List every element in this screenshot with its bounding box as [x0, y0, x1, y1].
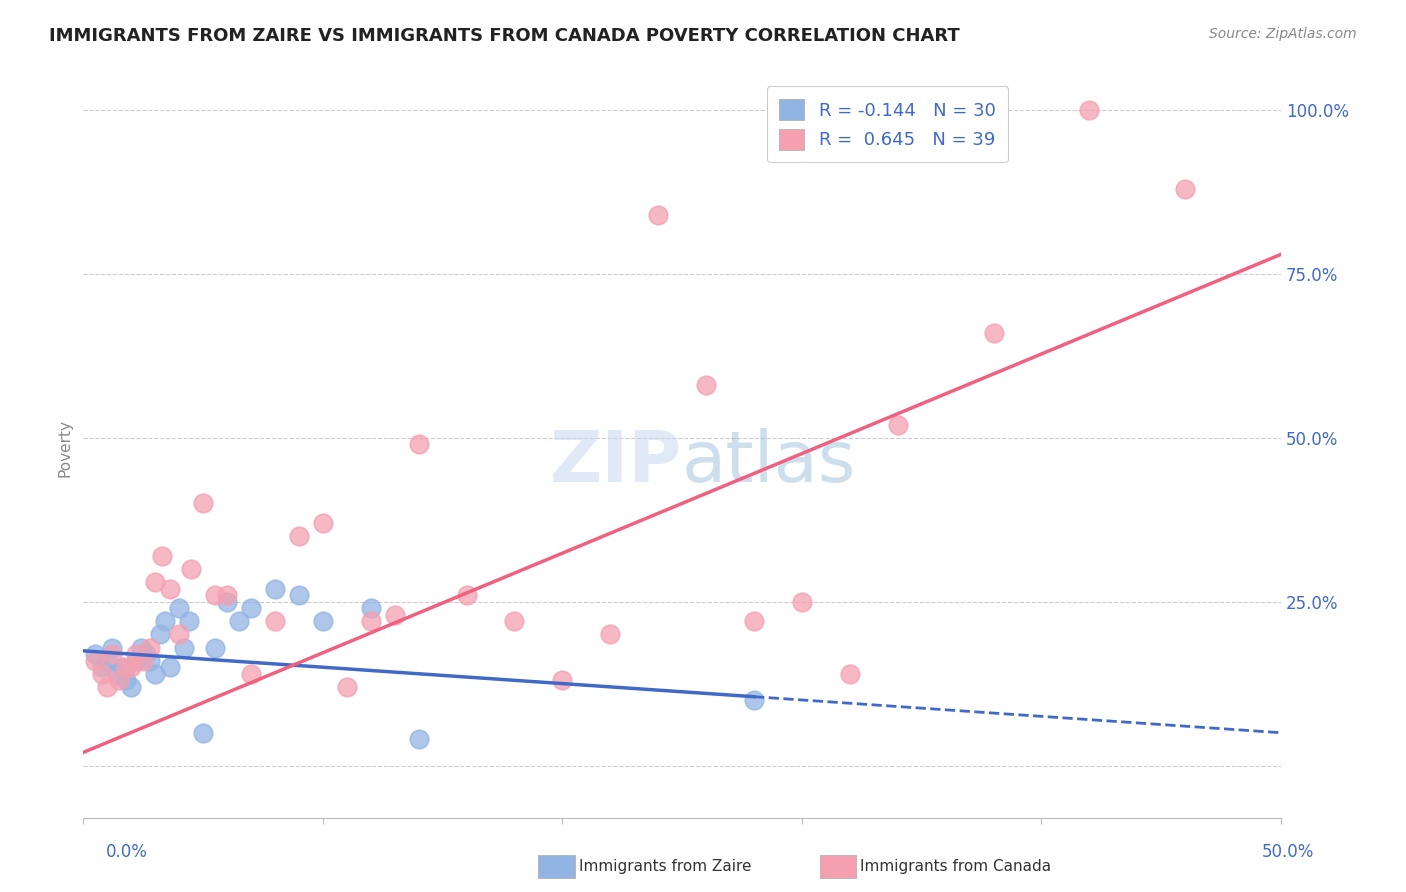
Point — [143, 574, 166, 589]
Point — [132, 654, 155, 668]
Point — [173, 640, 195, 655]
Point — [96, 654, 118, 668]
Point — [191, 725, 214, 739]
Point — [204, 640, 226, 655]
Point — [551, 673, 574, 688]
Point — [191, 496, 214, 510]
Point — [150, 549, 173, 563]
Point — [120, 660, 142, 674]
Point — [139, 640, 162, 655]
Point — [742, 693, 765, 707]
Point — [360, 601, 382, 615]
Point — [312, 516, 335, 530]
Point — [149, 627, 172, 641]
Point — [983, 326, 1005, 340]
Point — [120, 680, 142, 694]
Point — [456, 588, 478, 602]
Point — [101, 647, 124, 661]
Point — [167, 627, 190, 641]
Point — [647, 208, 669, 222]
Point — [408, 437, 430, 451]
Text: atlas: atlas — [682, 428, 856, 497]
Point — [288, 529, 311, 543]
Text: Immigrants from Canada: Immigrants from Canada — [860, 859, 1052, 873]
Y-axis label: Poverty: Poverty — [58, 418, 72, 476]
Point — [110, 660, 132, 674]
Point — [84, 647, 107, 661]
Point — [153, 615, 176, 629]
Point — [408, 732, 430, 747]
Text: IMMIGRANTS FROM ZAIRE VS IMMIGRANTS FROM CANADA POVERTY CORRELATION CHART: IMMIGRANTS FROM ZAIRE VS IMMIGRANTS FROM… — [49, 27, 960, 45]
Point — [91, 660, 114, 674]
Point — [215, 595, 238, 609]
Point — [1078, 103, 1101, 118]
Text: Source: ZipAtlas.com: Source: ZipAtlas.com — [1209, 27, 1357, 41]
Point — [384, 607, 406, 622]
Point — [1174, 182, 1197, 196]
Text: ZIP: ZIP — [550, 428, 682, 497]
Point — [96, 680, 118, 694]
Point — [125, 654, 148, 668]
Point — [180, 562, 202, 576]
Point — [336, 680, 359, 694]
Point — [115, 660, 138, 674]
Point — [105, 666, 128, 681]
Point — [135, 647, 157, 661]
Point — [886, 417, 908, 432]
Point — [159, 582, 181, 596]
Point — [167, 601, 190, 615]
Point — [91, 666, 114, 681]
Point — [599, 627, 621, 641]
Point — [288, 588, 311, 602]
Point — [228, 615, 250, 629]
Point — [84, 654, 107, 668]
Point — [115, 673, 138, 688]
Point — [264, 615, 287, 629]
Point — [838, 666, 860, 681]
Point — [790, 595, 813, 609]
Point — [177, 615, 200, 629]
Point — [360, 615, 382, 629]
Text: Immigrants from Zaire: Immigrants from Zaire — [579, 859, 752, 873]
Point — [742, 615, 765, 629]
Point — [503, 615, 526, 629]
Text: 50.0%: 50.0% — [1263, 843, 1315, 861]
Point — [264, 582, 287, 596]
Legend: R = -0.144   N = 30, R =  0.645   N = 39: R = -0.144 N = 30, R = 0.645 N = 39 — [766, 87, 1008, 162]
Point — [695, 378, 717, 392]
Point — [215, 588, 238, 602]
Point — [129, 640, 152, 655]
Point — [239, 601, 262, 615]
Point — [159, 660, 181, 674]
Point — [108, 673, 131, 688]
Point — [125, 647, 148, 661]
Point — [139, 654, 162, 668]
Point — [239, 666, 262, 681]
Point — [312, 615, 335, 629]
Point — [204, 588, 226, 602]
Text: 0.0%: 0.0% — [105, 843, 148, 861]
Point — [143, 666, 166, 681]
Point — [101, 640, 124, 655]
